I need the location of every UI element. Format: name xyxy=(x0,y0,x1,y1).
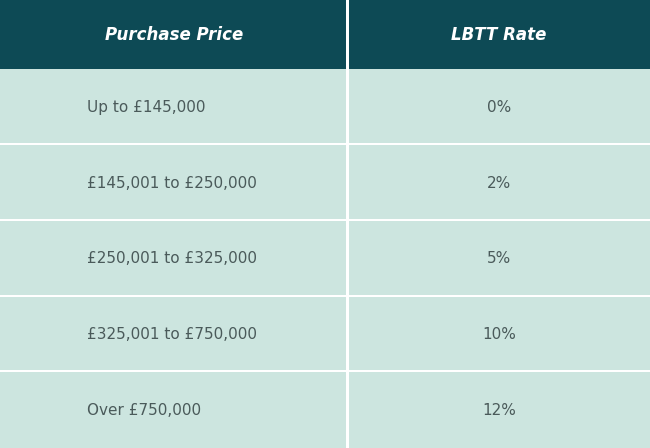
Bar xyxy=(346,297,349,372)
Bar xyxy=(0,0,348,69)
Bar xyxy=(348,0,650,69)
Bar xyxy=(348,69,650,145)
Text: £250,001 to £325,000: £250,001 to £325,000 xyxy=(87,251,257,266)
Bar xyxy=(0,297,348,372)
Bar xyxy=(0,219,650,221)
Bar xyxy=(348,145,650,221)
Text: Up to £145,000: Up to £145,000 xyxy=(87,100,205,115)
Bar xyxy=(0,370,650,372)
Text: LBTT Rate: LBTT Rate xyxy=(451,26,547,44)
Bar xyxy=(0,295,650,297)
Bar xyxy=(0,221,348,297)
Bar xyxy=(346,145,349,221)
Text: Over £750,000: Over £750,000 xyxy=(87,403,201,418)
Text: Purchase Price: Purchase Price xyxy=(105,26,243,44)
Bar xyxy=(348,372,650,448)
Text: 0%: 0% xyxy=(487,100,511,115)
Bar xyxy=(348,297,650,372)
Bar xyxy=(348,221,650,297)
Text: 12%: 12% xyxy=(482,403,516,418)
Bar xyxy=(346,221,349,297)
Text: 10%: 10% xyxy=(482,327,516,342)
Text: 5%: 5% xyxy=(487,251,511,266)
Bar xyxy=(346,0,349,69)
Bar xyxy=(0,69,348,145)
Text: £145,001 to £250,000: £145,001 to £250,000 xyxy=(87,176,257,190)
Bar xyxy=(346,372,349,448)
Text: 2%: 2% xyxy=(487,176,511,190)
Bar xyxy=(0,145,348,221)
Bar xyxy=(0,143,650,145)
Bar xyxy=(346,69,349,145)
Text: £325,001 to £750,000: £325,001 to £750,000 xyxy=(87,327,257,342)
Bar xyxy=(0,372,348,448)
